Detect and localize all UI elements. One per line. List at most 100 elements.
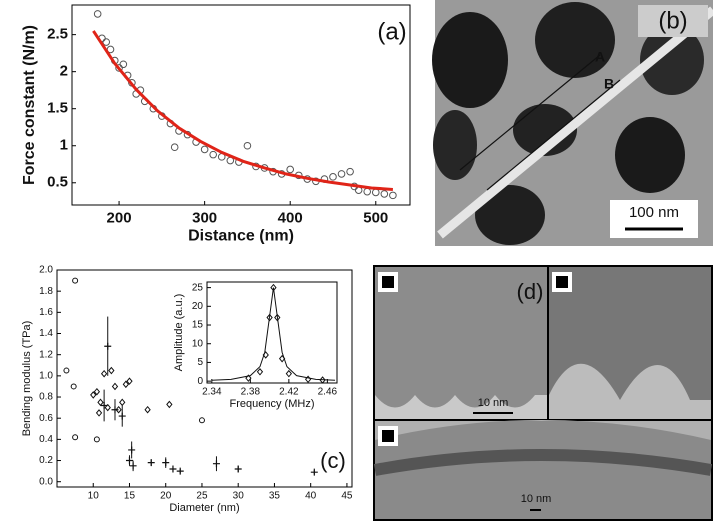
point: [115, 405, 122, 414]
tem-image: [375, 421, 711, 519]
plot-area: [71, 4, 411, 206]
x-tick-label: 35: [269, 491, 281, 502]
annotation: A: [595, 49, 605, 65]
point: [100, 401, 108, 409]
x-tick-label: 25: [196, 491, 208, 502]
point: [93, 436, 100, 443]
pore: [432, 12, 508, 108]
x-tick-label: 20: [160, 491, 172, 502]
x-tick-label: 400: [278, 209, 303, 226]
tem-image: [375, 267, 547, 419]
point: [72, 434, 79, 441]
point: [100, 369, 108, 378]
y-tick-label: 1.0: [39, 370, 53, 381]
point: [95, 409, 103, 417]
scale-label: 10 nm: [478, 397, 509, 409]
x-tick-label: 2.38: [241, 387, 261, 398]
point: [245, 374, 252, 382]
panel-label: (a): [377, 18, 406, 45]
y-tick-label: 1.4: [39, 328, 53, 339]
point: [389, 191, 397, 200]
point: [256, 367, 264, 376]
point: [72, 277, 79, 284]
y-tick-label: 2.5: [47, 26, 68, 43]
pore: [535, 2, 615, 78]
point: [144, 405, 151, 414]
point: [63, 367, 70, 374]
pore: [433, 110, 477, 180]
y-tick-label: 0.0: [39, 476, 53, 487]
point: [111, 406, 119, 414]
y-tick-label: 25: [192, 282, 204, 293]
point: [200, 145, 209, 154]
point: [169, 465, 177, 473]
y-tick-label: 0.5: [47, 174, 68, 191]
icon: [382, 430, 394, 442]
point: [115, 64, 123, 72]
point: [286, 165, 295, 174]
point: [125, 457, 133, 465]
point: [346, 167, 354, 176]
y-axis-label: Amplitude (a.u.): [173, 294, 185, 372]
x-axis-label: Frequency (MHz): [230, 398, 315, 410]
line-a: [459, 54, 601, 171]
x-tick-label: 30: [233, 491, 245, 502]
point: [198, 417, 205, 424]
scale-label: 10 nm: [521, 493, 552, 505]
icon: [382, 276, 394, 288]
panel-label: (d): [517, 279, 544, 304]
pore: [475, 185, 545, 245]
micrograph-d: (d) 10 nm 10 nm: [373, 265, 713, 521]
scale-label: 100 nm: [629, 204, 679, 221]
wall-band: [373, 449, 713, 476]
point: [119, 60, 128, 69]
scale-box: [610, 200, 698, 238]
y-tick-label: 5: [197, 357, 203, 368]
x-tick-label: 200: [107, 209, 132, 226]
point: [111, 382, 119, 391]
y-axis-label: Bending modulus (TPa): [21, 321, 33, 437]
point: [243, 141, 252, 150]
point: [126, 377, 133, 385]
point: [147, 459, 155, 467]
nanotube: [437, 6, 713, 239]
x-tick-label: 45: [341, 491, 353, 502]
x-tick-label: 500: [363, 209, 388, 226]
panel-label: (b): [658, 7, 687, 34]
x-tick-label: 2.42: [279, 387, 299, 398]
fit-line: [211, 287, 336, 381]
point: [166, 400, 173, 409]
chart-panel: 2.34 2.38 2.42 2.46 0 5 10 15 20 25 Frequency (MHz…: [173, 281, 338, 410]
line-b: [486, 79, 621, 191]
y-tick-label: 2.0: [39, 265, 53, 276]
fit-line: [92, 30, 393, 191]
point: [104, 342, 112, 350]
point: [310, 468, 318, 476]
outer-region: [375, 420, 711, 440]
y-tick-label: 0: [197, 376, 203, 387]
y-tick-label: 2: [60, 63, 68, 80]
y-tick-label: 10: [192, 338, 204, 349]
point: [285, 369, 293, 378]
point: [90, 391, 97, 399]
y-tick-label: 0.6: [39, 413, 53, 424]
point: [93, 10, 102, 18]
point: [118, 412, 126, 420]
point: [93, 387, 101, 396]
y-tick-label: 0.8: [39, 392, 53, 403]
x-tick-label: 15: [124, 491, 136, 502]
y-tick-label: 1.8: [39, 286, 53, 297]
y-tick-label: 1.2: [39, 349, 53, 360]
point: [102, 38, 111, 46]
x-axis-label: Distance (nm): [188, 228, 294, 245]
point: [212, 460, 220, 468]
y-tick-label: 1: [60, 137, 68, 154]
point: [170, 143, 179, 152]
y-tick-label: 1.6: [39, 307, 53, 318]
x-axis-label: Diameter (nm): [169, 502, 239, 514]
point: [108, 366, 115, 375]
point: [176, 467, 184, 475]
point: [122, 380, 130, 389]
point: [104, 403, 111, 412]
